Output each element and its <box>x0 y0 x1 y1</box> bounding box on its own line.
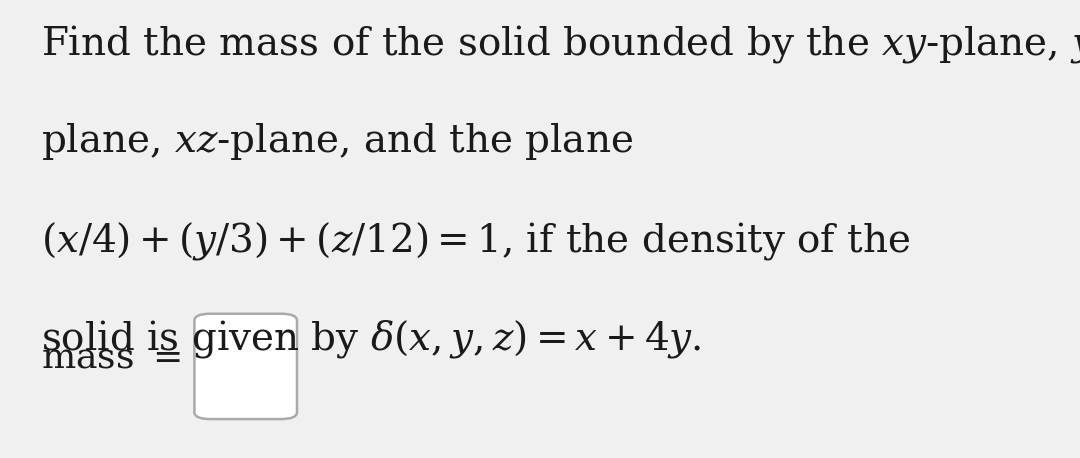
Text: mass $=$: mass $=$ <box>41 340 180 374</box>
Text: plane, $xz$-plane, and the plane: plane, $xz$-plane, and the plane <box>41 121 633 163</box>
FancyBboxPatch shape <box>194 314 297 419</box>
Text: solid is given by $\delta(x, y, z) = x + 4y$.: solid is given by $\delta(x, y, z) = x +… <box>41 318 702 360</box>
Text: $(x/4) + (y/3) + (z/12) = 1$, if the density of the: $(x/4) + (y/3) + (z/12) = 1$, if the den… <box>41 220 910 262</box>
Text: Find the mass of the solid bounded by the $xy$-plane, $yz$-: Find the mass of the solid bounded by th… <box>41 23 1080 65</box>
